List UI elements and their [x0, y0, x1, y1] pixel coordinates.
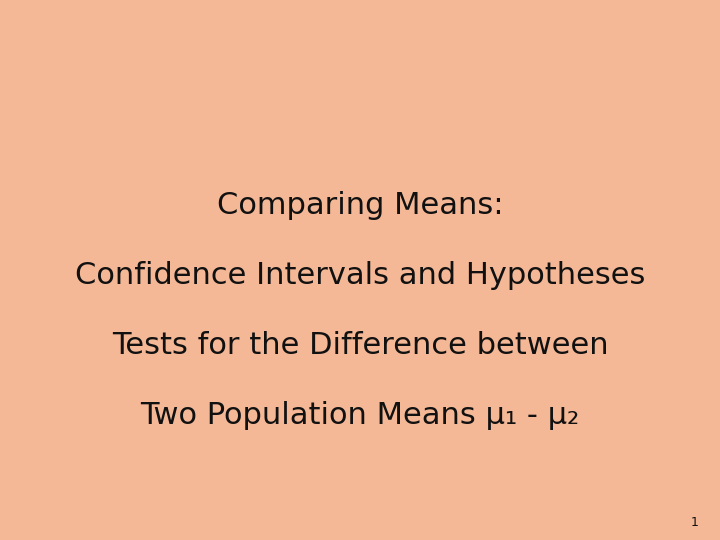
Text: Tests for the Difference between: Tests for the Difference between — [112, 331, 608, 360]
Text: Two Population Means μ₁ - μ₂: Two Population Means μ₁ - μ₂ — [140, 401, 580, 430]
Text: Confidence Intervals and Hypotheses: Confidence Intervals and Hypotheses — [75, 261, 645, 290]
Text: Comparing Means:: Comparing Means: — [217, 191, 503, 220]
Text: 1: 1 — [690, 516, 698, 529]
